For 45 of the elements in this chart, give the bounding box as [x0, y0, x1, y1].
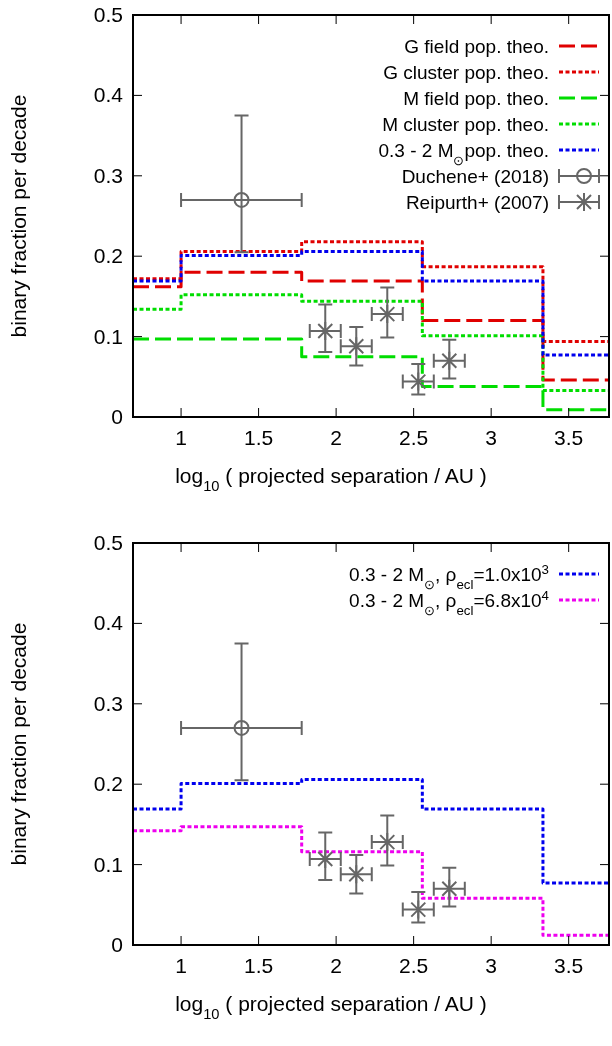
- legend-label: M field pop. theo.: [403, 88, 549, 109]
- y-tick-label: 0.3: [93, 163, 123, 187]
- x-tick-label: 3: [485, 954, 498, 977]
- y-tick-label: 0: [111, 405, 123, 428]
- legend-label: 0.3 - 2 M$_{⊙}$pop. theo.: [378, 140, 549, 168]
- y-axis-title: binary fraction per decade: [7, 622, 30, 866]
- x-tick-label: 2.5: [399, 426, 429, 449]
- y-tick-label: 0.2: [93, 772, 123, 796]
- point: [441, 878, 458, 899]
- legend-label: M cluster pop. theo.: [382, 114, 549, 135]
- point: [317, 320, 334, 341]
- y-tick-label: 0.3: [93, 691, 123, 715]
- x-tick-label: 2: [330, 426, 342, 449]
- point: [379, 304, 396, 325]
- legend-label: Duchene+ (2018): [401, 166, 549, 187]
- y-tick-label: 0.2: [93, 244, 123, 268]
- legend-label: G field pop. theo.: [404, 36, 549, 57]
- x-tick-label: 1: [175, 426, 187, 449]
- point: [441, 350, 458, 371]
- x-axis-title: log$_{10}$ ( projected separation / AU ): [175, 464, 487, 494]
- point: [317, 848, 334, 869]
- x-tick-label: 3.5: [554, 954, 584, 977]
- y-tick-label: 0.1: [93, 324, 123, 348]
- y-tick-label: 0.1: [93, 852, 123, 876]
- y-axis-title: binary fraction per decade: [7, 94, 30, 338]
- y-tick-label: 0.5: [93, 531, 123, 554]
- x-tick-label: 2.5: [399, 954, 429, 977]
- x-tick-label: 1.5: [243, 954, 274, 977]
- point: [233, 719, 250, 736]
- x-tick-label: 3.5: [554, 426, 584, 449]
- x-tick-label: 1.5: [243, 426, 274, 449]
- x-tick-label: 1: [175, 954, 187, 977]
- y-tick-label: 0.4: [93, 611, 124, 635]
- x-tick-label: 3: [485, 426, 498, 449]
- x-axis-title: log$_{10}$ ( projected separation / AU ): [175, 992, 487, 1022]
- y-tick-label: 0.4: [93, 83, 124, 107]
- point: [379, 832, 396, 853]
- y-tick-label: 0: [111, 933, 123, 956]
- point: [233, 191, 250, 208]
- legend-label: Reipurth+ (2007): [405, 192, 549, 213]
- point: [348, 336, 365, 357]
- point: [348, 864, 365, 885]
- legend-label: G cluster pop. theo.: [383, 62, 549, 83]
- y-tick-label: 0.5: [93, 3, 123, 26]
- x-tick-label: 2: [330, 954, 342, 977]
